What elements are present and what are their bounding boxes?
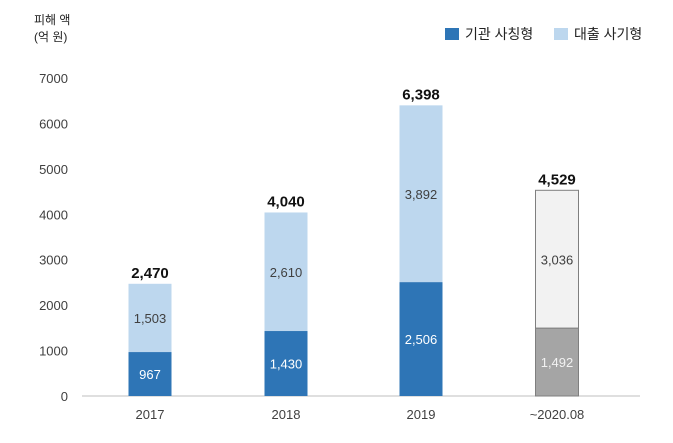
y-tick-label: 0	[61, 389, 68, 404]
y-tick-label: 5000	[39, 162, 68, 177]
legend-swatch-agency-impersonation	[445, 28, 459, 40]
x-tick-label: 2019	[407, 407, 436, 422]
data-label-loan-fraud: 2,610	[270, 265, 303, 280]
data-label-agency-impersonation: 1,492	[541, 355, 574, 370]
legend-label-loan-fraud: 대출 사기형	[574, 26, 642, 42]
data-label-agency-impersonation: 1,430	[270, 357, 303, 372]
data-label-loan-fraud: 1,503	[134, 311, 167, 326]
bar-agency-impersonation	[128, 352, 172, 396]
total-label: 4,040	[267, 193, 305, 210]
y-tick-label: 4000	[39, 207, 68, 222]
data-label-agency-impersonation: 967	[139, 367, 161, 382]
legend-label-agency-impersonation: 기관 사칭형	[465, 26, 533, 42]
x-tick-label: 2018	[272, 407, 301, 422]
y-tick-label: 6000	[39, 116, 68, 131]
total-label: 2,470	[131, 265, 169, 282]
bar-agency-impersonation	[535, 327, 579, 397]
x-tick-label: ~2020.08	[530, 407, 585, 422]
bar-agency-impersonation	[264, 331, 308, 396]
bar-loan-fraud	[128, 283, 172, 353]
total-label: 4,529	[538, 171, 576, 188]
legend-swatch-loan-fraud	[554, 28, 568, 40]
y-axis-title-line: (억 원)	[34, 30, 67, 44]
y-tick-label: 2000	[39, 298, 68, 313]
bar-loan-fraud	[399, 105, 443, 283]
total-label: 6,398	[402, 86, 440, 103]
y-tick-label: 1000	[39, 344, 68, 359]
data-label-agency-impersonation: 2,506	[405, 332, 438, 347]
x-tick-label: 2017	[136, 407, 165, 422]
y-tick-label: 3000	[39, 253, 68, 268]
bar-loan-fraud	[264, 212, 308, 332]
data-label-loan-fraud: 3,036	[541, 252, 574, 267]
y-tick-label: 7000	[39, 71, 68, 86]
data-label-loan-fraud: 3,892	[405, 187, 438, 202]
bar-loan-fraud	[535, 189, 579, 329]
y-axis-title-line: 피해 액	[34, 13, 70, 27]
bar-agency-impersonation	[399, 282, 443, 396]
